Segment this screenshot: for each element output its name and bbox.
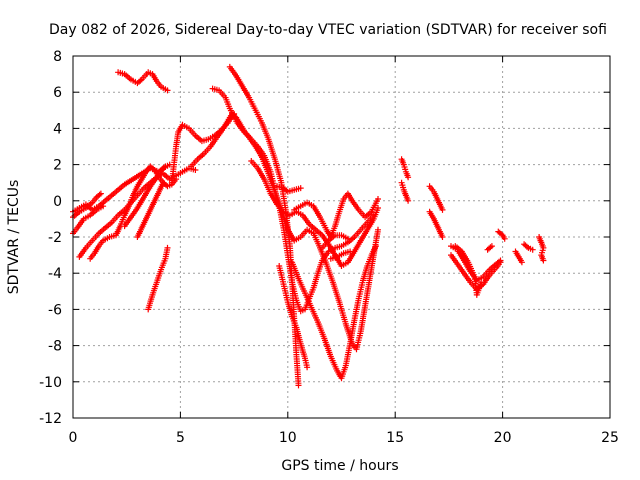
- data-track: [536, 234, 547, 264]
- data-track: [452, 243, 485, 298]
- x-tick-label: 25: [601, 430, 619, 446]
- plot-frame: [72, 55, 611, 419]
- y-tick-label: 6: [53, 85, 62, 101]
- y-tick-label: -6: [48, 302, 62, 318]
- data-track: [289, 243, 379, 382]
- y-tick-label: 4: [53, 121, 62, 137]
- data-track: [276, 263, 311, 371]
- data-track: [134, 179, 167, 240]
- data-track: [319, 232, 351, 251]
- x-tick-label: 0: [69, 430, 78, 446]
- data-points: [70, 63, 547, 389]
- data-track: [512, 248, 525, 266]
- y-tick-label: 2: [53, 158, 62, 174]
- data-track: [495, 228, 508, 242]
- y-axis-label: SDTVAR / TECUs: [6, 180, 22, 295]
- y-tick-label: 0: [53, 194, 62, 210]
- x-tick-label: 5: [176, 430, 185, 446]
- y-tick-label: -12: [39, 411, 62, 427]
- x-tick-label: 15: [386, 430, 404, 446]
- data-track: [426, 183, 446, 213]
- y-tick-label: -8: [48, 339, 62, 355]
- data-track: [226, 63, 302, 389]
- data-track: [145, 244, 171, 313]
- y-tick-label: 8: [53, 49, 62, 65]
- data-track: [121, 161, 173, 230]
- data-track: [484, 243, 495, 253]
- axes: 0 5 10 15 20 25 -12 -10 -8 -6 -4 -2 0 2 4 6 8: [39, 49, 619, 446]
- y-tick-label: -10: [39, 375, 62, 391]
- chart-title: Day 082 of 2026, Sidereal Day-to-day VTE…: [49, 22, 607, 38]
- data-track: [521, 241, 536, 253]
- y-tick-label: -2: [48, 230, 62, 246]
- data-track: [115, 69, 171, 94]
- data-track: [327, 248, 354, 262]
- x-axis-label: GPS time / hours: [281, 458, 398, 474]
- data-track: [274, 183, 304, 195]
- y-tick-label: -4: [48, 266, 62, 282]
- x-tick-label: 10: [279, 430, 297, 446]
- x-tick-label: 20: [494, 430, 512, 446]
- data-track: [248, 158, 381, 269]
- data-track: [291, 190, 381, 240]
- data-track: [426, 208, 446, 240]
- data-track: [398, 179, 412, 204]
- data-track: [398, 156, 412, 181]
